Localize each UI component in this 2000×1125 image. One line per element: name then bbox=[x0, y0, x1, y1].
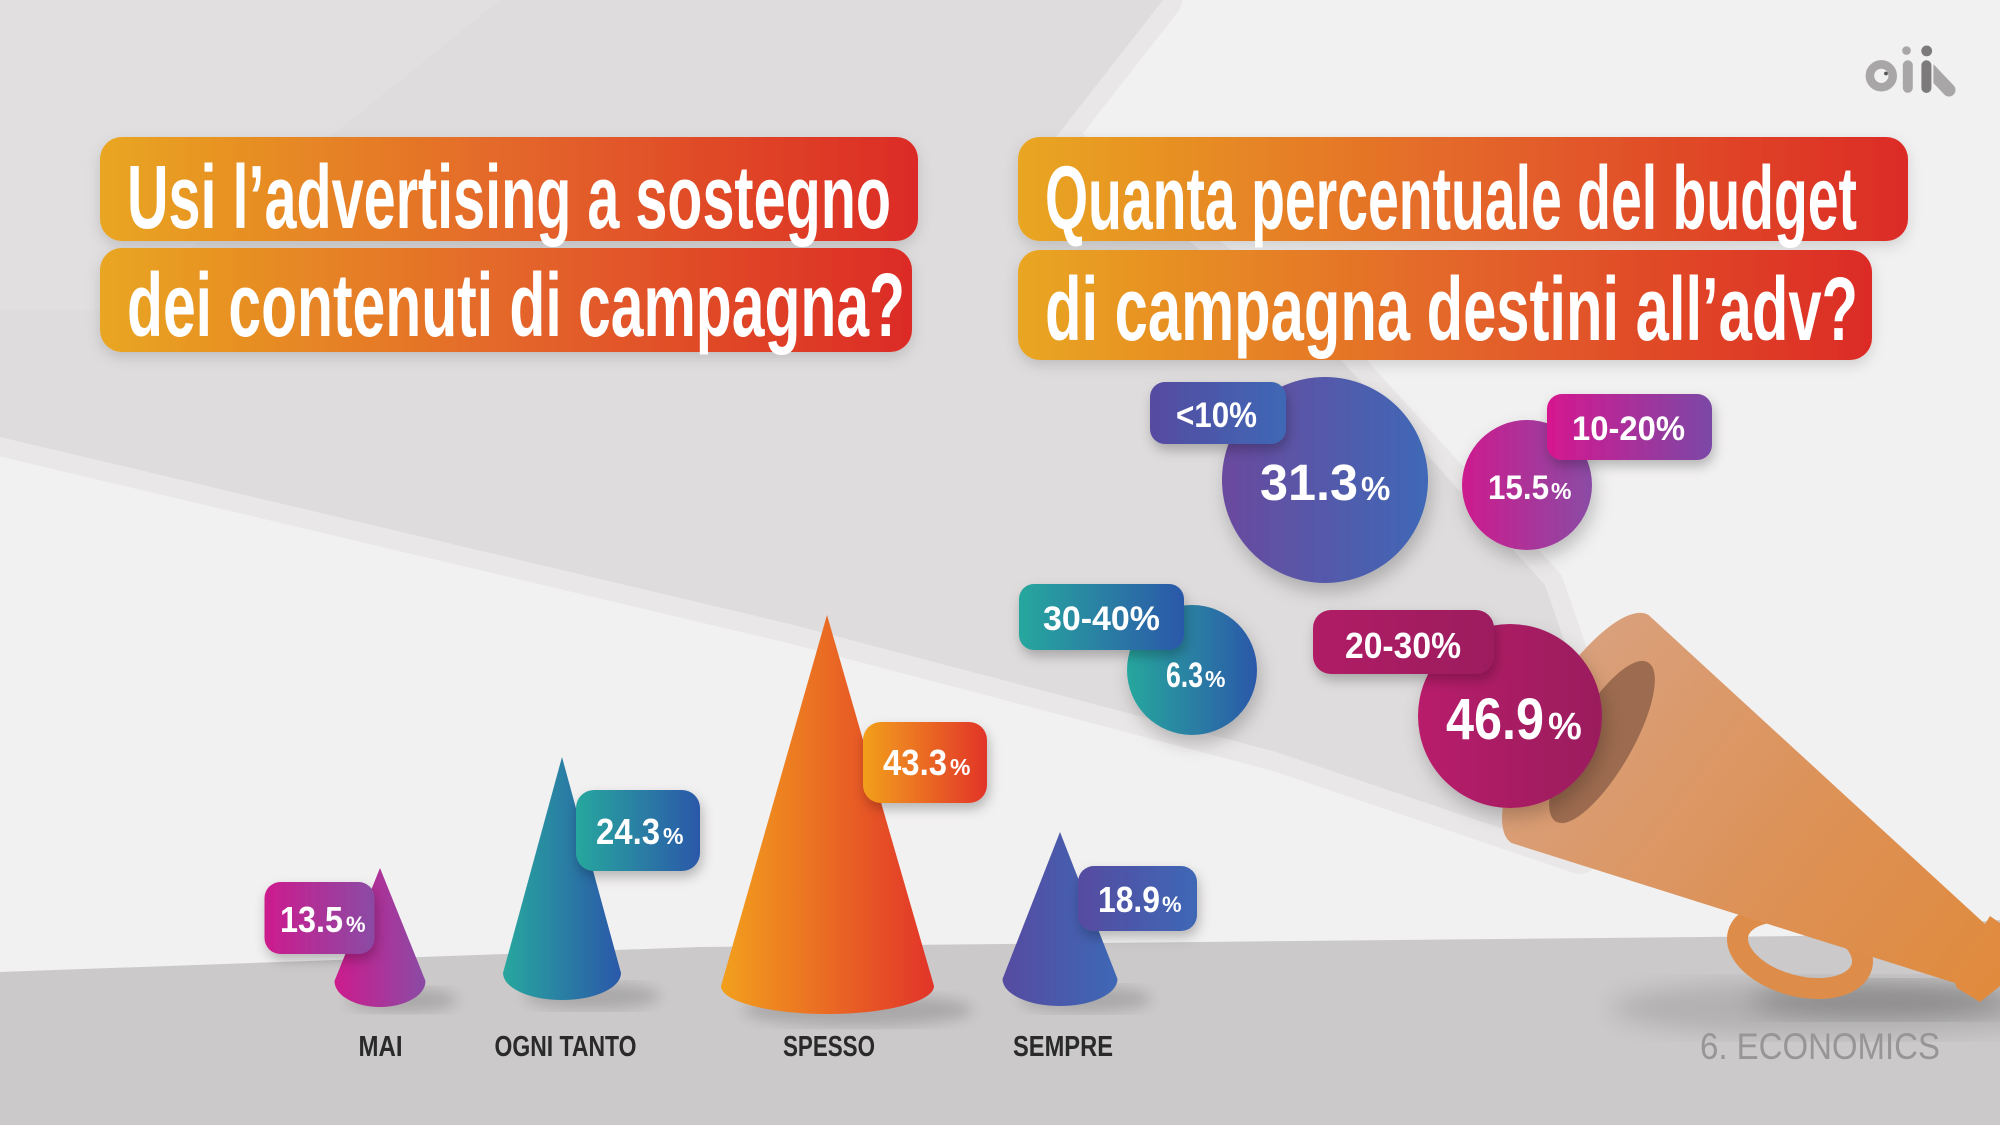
svg-text:dei contenuti di campagna?: dei contenuti di campagna? bbox=[127, 256, 905, 356]
svg-text:6.3: 6.3 bbox=[1166, 656, 1203, 695]
svg-text:Quanta percentuale del budget: Quanta percentuale del budget bbox=[1045, 149, 1857, 249]
svg-text:%: % bbox=[1361, 470, 1390, 507]
svg-text:OGNI TANTO: OGNI TANTO bbox=[495, 1031, 637, 1063]
svg-text:46.9: 46.9 bbox=[1446, 687, 1544, 752]
svg-text:6. ECONOMICS: 6. ECONOMICS bbox=[1700, 1026, 1940, 1067]
svg-text:%: % bbox=[1162, 892, 1182, 917]
svg-text:31.3: 31.3 bbox=[1260, 454, 1358, 511]
svg-text:24.3: 24.3 bbox=[596, 811, 660, 852]
svg-text:SPESSO: SPESSO bbox=[783, 1031, 875, 1063]
svg-text:15.5: 15.5 bbox=[1488, 469, 1549, 507]
svg-text:%: % bbox=[1205, 666, 1225, 692]
svg-text:30-40%: 30-40% bbox=[1043, 600, 1160, 638]
svg-text:Usi l’advertising a sostegno: Usi l’advertising a sostegno bbox=[127, 148, 891, 248]
svg-text:%: % bbox=[1548, 706, 1582, 748]
svg-text:%: % bbox=[1551, 478, 1571, 504]
svg-text:%: % bbox=[346, 912, 366, 937]
svg-text:<10%: <10% bbox=[1176, 396, 1257, 435]
svg-text:18.9: 18.9 bbox=[1098, 879, 1160, 920]
svg-text:%: % bbox=[950, 754, 970, 780]
svg-text:SEMPRE: SEMPRE bbox=[1013, 1031, 1113, 1063]
svg-text:MAI: MAI bbox=[359, 1031, 403, 1063]
svg-text:20-30%: 20-30% bbox=[1345, 625, 1461, 666]
svg-text:10-20%: 10-20% bbox=[1572, 410, 1685, 448]
svg-text:43.3: 43.3 bbox=[883, 742, 947, 783]
svg-text:di campagna destini all’adv?: di campagna destini all’adv? bbox=[1045, 260, 1858, 360]
svg-text:13.5: 13.5 bbox=[280, 899, 343, 940]
svg-text:%: % bbox=[663, 823, 683, 849]
